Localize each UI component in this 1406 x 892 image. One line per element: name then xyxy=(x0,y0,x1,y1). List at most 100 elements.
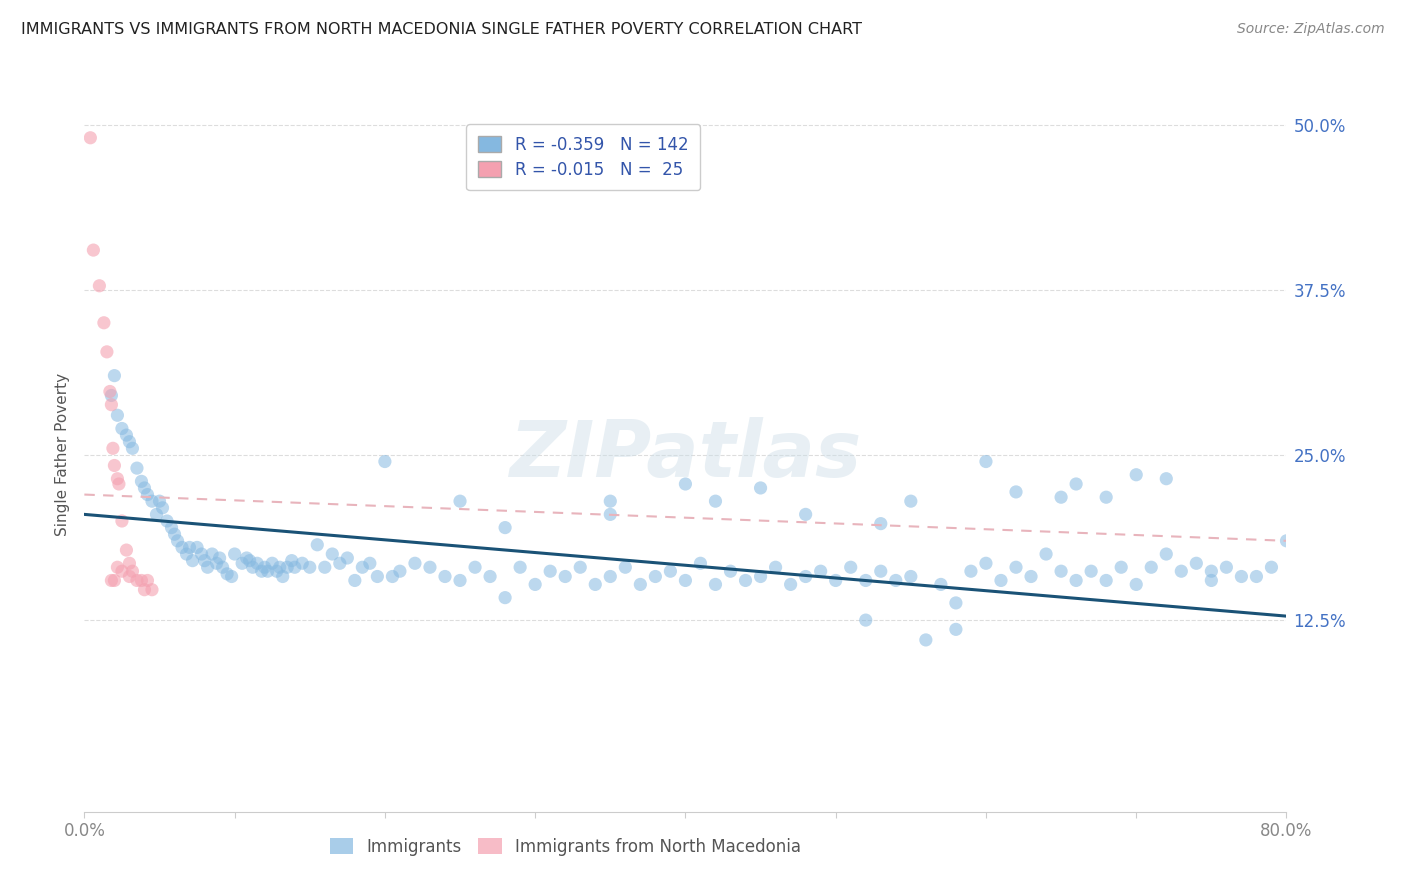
Point xyxy=(136,487,159,501)
Point xyxy=(479,569,502,583)
Point xyxy=(765,560,787,574)
Point xyxy=(929,577,952,591)
Point xyxy=(794,569,817,583)
Point xyxy=(675,574,697,588)
Point xyxy=(163,527,186,541)
Point xyxy=(190,547,212,561)
Point xyxy=(974,454,997,468)
Point xyxy=(208,551,231,566)
Point xyxy=(419,560,441,574)
Point xyxy=(111,421,134,435)
Point xyxy=(239,554,262,568)
Point xyxy=(107,560,129,574)
Point xyxy=(343,574,366,588)
Point xyxy=(1080,564,1102,578)
Point xyxy=(235,551,257,566)
Point xyxy=(1201,564,1223,578)
Point xyxy=(205,556,228,570)
Point xyxy=(449,574,471,588)
Point xyxy=(211,560,233,574)
Point xyxy=(100,398,122,412)
Point xyxy=(675,477,697,491)
Point xyxy=(194,554,217,568)
Point xyxy=(176,547,198,561)
Point xyxy=(101,442,124,456)
Point xyxy=(336,551,359,566)
Point xyxy=(152,500,174,515)
Point xyxy=(111,514,134,528)
Point xyxy=(599,508,621,522)
Point xyxy=(181,554,204,568)
Point xyxy=(131,475,153,489)
Point xyxy=(1125,467,1147,482)
Point xyxy=(1140,560,1163,574)
Point xyxy=(494,591,516,605)
Point xyxy=(839,560,862,574)
Point xyxy=(704,577,727,591)
Point xyxy=(569,560,592,574)
Point xyxy=(449,494,471,508)
Point xyxy=(749,481,772,495)
Point xyxy=(118,556,141,570)
Point xyxy=(221,569,243,583)
Point xyxy=(107,472,129,486)
Point xyxy=(734,574,756,588)
Point xyxy=(1156,472,1178,486)
Point xyxy=(329,556,352,570)
Point xyxy=(125,574,148,588)
Point xyxy=(1005,560,1028,574)
Point xyxy=(900,569,922,583)
Point xyxy=(1005,484,1028,499)
Point xyxy=(314,560,336,574)
Point xyxy=(79,130,101,145)
Point xyxy=(599,494,621,508)
Point xyxy=(96,344,118,359)
Point xyxy=(217,566,239,581)
Legend: Immigrants, Immigrants from North Macedonia: Immigrants, Immigrants from North Macedo… xyxy=(318,826,813,868)
Point xyxy=(134,582,156,597)
Point xyxy=(118,569,141,583)
Point xyxy=(1064,574,1087,588)
Point xyxy=(509,560,531,574)
Point xyxy=(160,520,183,534)
Point xyxy=(145,508,167,522)
Point xyxy=(659,564,682,578)
Point xyxy=(103,368,125,383)
Text: ZIPatlas: ZIPatlas xyxy=(509,417,862,493)
Point xyxy=(262,556,284,570)
Point xyxy=(524,577,547,591)
Point xyxy=(179,541,201,555)
Point xyxy=(111,564,134,578)
Point xyxy=(749,569,772,583)
Point xyxy=(250,564,273,578)
Point xyxy=(945,623,967,637)
Point xyxy=(1019,569,1042,583)
Text: Source: ZipAtlas.com: Source: ZipAtlas.com xyxy=(1237,22,1385,37)
Point xyxy=(869,564,891,578)
Point xyxy=(197,560,219,574)
Point xyxy=(134,481,156,495)
Point xyxy=(201,547,224,561)
Point xyxy=(136,574,159,588)
Point xyxy=(990,574,1012,588)
Point xyxy=(103,574,125,588)
Point xyxy=(1170,564,1192,578)
Point xyxy=(689,556,711,570)
Point xyxy=(82,243,104,257)
Point xyxy=(374,454,396,468)
Point xyxy=(1230,569,1253,583)
Point xyxy=(141,494,163,508)
Point xyxy=(644,569,666,583)
Point xyxy=(166,533,188,548)
Point xyxy=(599,569,621,583)
Point xyxy=(121,442,143,456)
Point xyxy=(583,577,606,591)
Point xyxy=(366,569,388,583)
Point xyxy=(280,554,302,568)
Point xyxy=(131,574,153,588)
Point xyxy=(404,556,426,570)
Point xyxy=(276,560,298,574)
Point xyxy=(256,564,278,578)
Point xyxy=(1260,560,1282,574)
Point xyxy=(614,560,637,574)
